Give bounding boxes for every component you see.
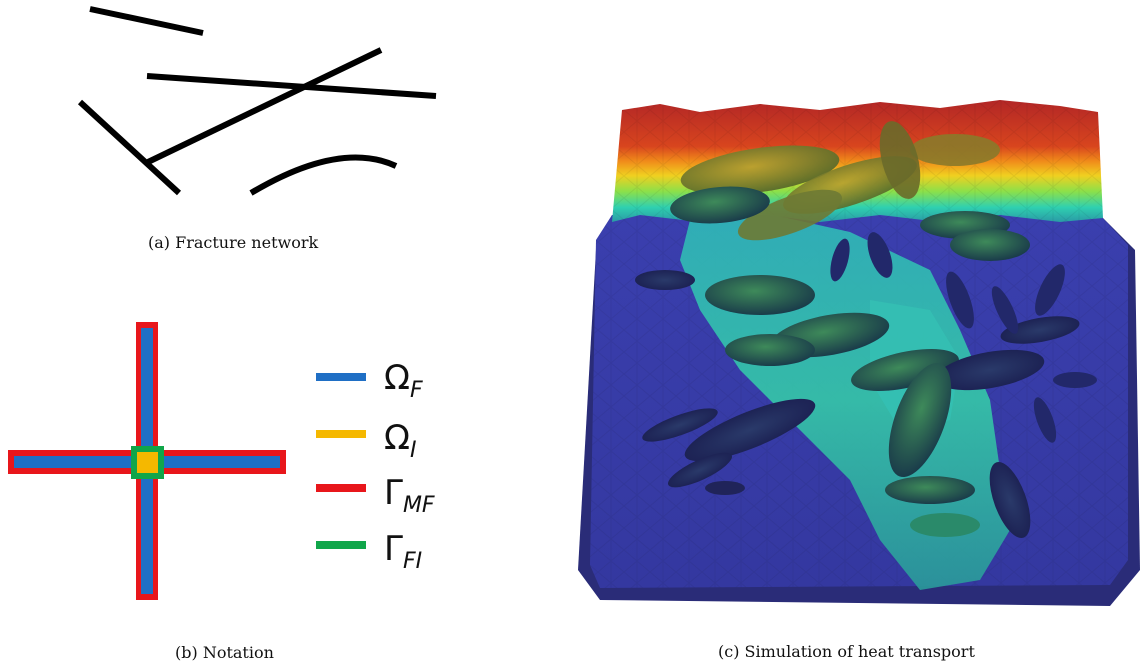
fracture-disc xyxy=(725,334,815,366)
legend-swatch xyxy=(316,373,366,381)
heat-simulation-render xyxy=(578,100,1140,606)
fracture-disc xyxy=(935,349,1045,391)
fracture-line xyxy=(146,73,437,99)
fracture-disc xyxy=(1033,397,1057,443)
fracture-disc xyxy=(705,275,815,315)
notation-cross xyxy=(8,322,286,600)
fracture-disc xyxy=(867,232,893,278)
fracture-disc xyxy=(705,481,745,495)
legend-subscript: MF xyxy=(403,493,435,518)
fracture-curve xyxy=(249,154,398,196)
fracture-disc xyxy=(737,189,843,241)
legend-item-omega-i: ΩI xyxy=(316,418,416,463)
legend-symbol: Ω xyxy=(384,418,410,458)
fracture-disc xyxy=(635,270,695,290)
legend-item-omega-f: ΩF xyxy=(316,358,423,403)
fracture-disc xyxy=(684,398,816,462)
fracture-disc xyxy=(680,145,840,195)
fracture-disc xyxy=(910,134,1000,166)
fracture-network xyxy=(77,6,437,196)
fracture-disc xyxy=(879,121,921,199)
legend-subscript: F xyxy=(410,378,423,403)
legend-symbol: Γ xyxy=(384,473,403,513)
svg-text:ΩI: ΩI xyxy=(384,418,416,463)
caption-heat-transport: (c) Simulation of heat transport xyxy=(718,642,975,661)
fracture-line xyxy=(77,99,182,196)
fracture-disc xyxy=(670,186,770,224)
fracture-disc xyxy=(1053,372,1097,388)
legend-item-gamma-mf: ΓMF xyxy=(316,473,435,518)
caption-notation: (b) Notation xyxy=(175,643,274,662)
legend-swatch xyxy=(316,430,366,438)
fracture-disc xyxy=(667,452,733,488)
svg-text:ΓFI: ΓFI xyxy=(384,529,422,574)
legend-swatch xyxy=(316,484,366,492)
fracture-disc xyxy=(830,238,850,282)
fracture-line xyxy=(89,6,204,36)
fracture-disc xyxy=(989,462,1031,538)
fracture-disc xyxy=(950,229,1030,261)
legend-subscript: I xyxy=(410,438,417,463)
fracture-disc xyxy=(910,513,980,537)
fracture-line xyxy=(146,47,383,165)
legend-subscript: FI xyxy=(403,549,422,574)
caption-fracture-network: (a) Fracture network xyxy=(148,233,319,252)
fracture-disc xyxy=(991,286,1019,334)
legend-symbol: Γ xyxy=(384,529,403,569)
fracture-disc xyxy=(1035,264,1065,316)
fracture-disc xyxy=(946,271,974,329)
fracture-disc xyxy=(1000,316,1080,344)
svg-text:ΓMF: ΓMF xyxy=(384,473,435,518)
legend-swatch xyxy=(316,541,366,549)
legend-symbol: Ω xyxy=(384,358,410,398)
fracture-disc xyxy=(642,408,718,442)
omega-i-square xyxy=(137,452,158,473)
fracture-disc xyxy=(885,476,975,504)
legend: ΩF ΩI ΓMF ΓFI xyxy=(316,358,435,574)
legend-item-gamma-fi: ΓFI xyxy=(316,529,422,574)
svg-text:ΩF: ΩF xyxy=(384,358,423,403)
fracture-disc xyxy=(888,362,952,478)
